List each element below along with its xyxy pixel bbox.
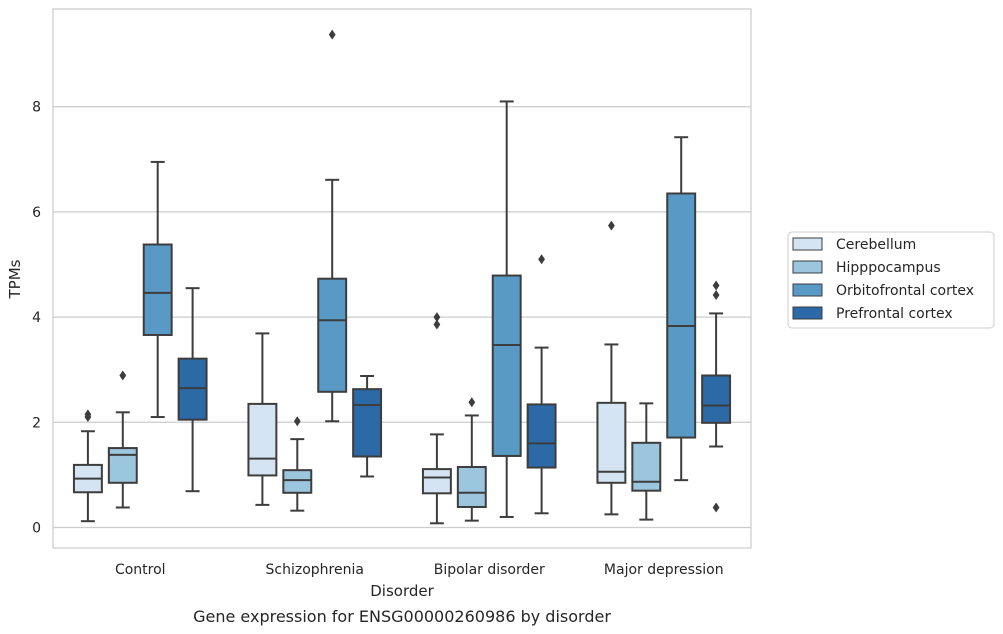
x-tick-label: Schizophrenia <box>266 562 364 578</box>
legend-frame <box>787 231 995 329</box>
box-cerebellum <box>72 409 103 523</box>
iqr-box <box>247 402 278 477</box>
legend-label: Prefrontal cortex <box>836 306 953 322</box>
legend-swatch <box>792 306 823 320</box>
legend-label: Cerebellum <box>836 237 916 253</box>
outlier-point <box>433 319 441 330</box>
x-tick-label: Bipolar disorder <box>434 562 545 578</box>
box-hipppocampus <box>456 397 487 522</box>
iqr-box <box>421 468 452 495</box>
outlier-point <box>608 220 615 231</box>
iqr-box <box>456 466 487 508</box>
iqr-box <box>177 357 208 421</box>
legend: Cerebellum Hipppocampus Orbitofrontal cort… <box>787 231 995 329</box>
y-tick-label: 0 <box>32 521 41 537</box>
y-tick-label: 4 <box>32 310 41 326</box>
legend-label: Orbitofrontal cortex <box>836 283 974 299</box>
y-tick-label: 2 <box>32 415 41 431</box>
legend-swatch <box>792 237 823 251</box>
legend-label: Hipppocampus <box>836 260 941 276</box>
box-prefrontal-cortex <box>526 254 557 515</box>
iqr-box <box>596 401 627 484</box>
iqr-box <box>142 243 173 336</box>
iqr-box <box>317 277 348 393</box>
chart-caption: Gene expression for ENSG00000260986 by d… <box>193 607 611 626</box>
y-tick-label: 8 <box>32 100 41 116</box>
legend-swatch <box>792 260 823 274</box>
iqr-box <box>666 192 697 439</box>
iqr-box <box>107 447 138 484</box>
outlier-point <box>119 370 127 381</box>
box-hipppocampus <box>107 370 138 509</box>
y-tick-label: 6 <box>32 205 41 221</box>
outlier-point <box>433 312 441 323</box>
box-cerebellum <box>421 312 452 525</box>
outlier-point <box>712 290 720 301</box>
outlier-point <box>328 29 336 40</box>
x-tick-label: Major depression <box>604 562 724 578</box>
box-prefrontal-cortex <box>352 375 383 478</box>
x-axis-label: Disorder <box>370 582 434 600</box>
box-cerebellum <box>596 220 627 516</box>
outlier-point <box>293 416 301 427</box>
x-tick-labels: Control Schizophrenia Bipolar disorder Majo… <box>115 562 724 578</box>
box-orbitofrontal-cortex <box>317 29 348 423</box>
box-hipppocampus <box>282 416 313 512</box>
legend-swatch <box>792 283 823 297</box>
box-groups <box>72 29 732 525</box>
iqr-box <box>701 374 732 424</box>
box-cerebellum <box>247 332 278 506</box>
outlier-point <box>468 397 476 408</box>
box-prefrontal-cortex <box>177 287 208 493</box>
outlier-point <box>538 254 545 265</box>
box-orbitofrontal-cortex <box>666 136 697 482</box>
box-hipppocampus <box>631 402 662 521</box>
iqr-box <box>631 441 662 492</box>
outlier-point <box>84 409 92 420</box>
box-orbitofrontal-cortex <box>491 100 522 518</box>
box-prefrontal-cortex <box>701 280 732 513</box>
iqr-box <box>526 403 557 469</box>
y-tick-labels: 0 2 4 6 8 <box>32 100 41 537</box>
box-orbitofrontal-cortex <box>142 160 173 419</box>
x-tick-label: Control <box>115 562 166 578</box>
iqr-box <box>282 469 313 494</box>
y-axis-label: TPMs <box>6 259 24 299</box>
iqr-box <box>352 388 383 458</box>
iqr-box <box>491 274 522 457</box>
outlier-point <box>712 280 720 291</box>
outlier-point <box>712 502 720 513</box>
